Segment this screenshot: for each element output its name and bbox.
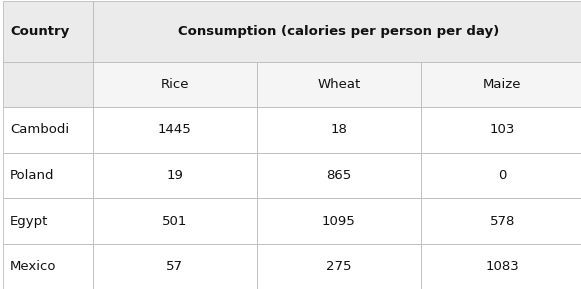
Bar (3, 107, 93, 153)
Text: Country: Country (10, 25, 69, 38)
Text: Maize: Maize (483, 78, 522, 91)
Bar (93, 244, 257, 289)
Text: Cambodi: Cambodi (10, 123, 69, 136)
Bar (93, 153, 257, 198)
Bar (93, 1, 581, 62)
Text: 1083: 1083 (485, 260, 519, 273)
Text: Mexico: Mexico (10, 260, 56, 273)
Bar (3, 62, 93, 107)
Bar (257, 244, 421, 289)
Text: Rice: Rice (160, 78, 189, 91)
Bar (257, 62, 421, 107)
Bar (421, 244, 581, 289)
Bar (421, 62, 581, 107)
Text: 19: 19 (166, 169, 184, 182)
Text: Consumption (calories per person per day): Consumption (calories per person per day… (178, 25, 499, 38)
Bar (421, 153, 581, 198)
Bar (257, 153, 421, 198)
Text: 18: 18 (330, 123, 347, 136)
Text: Wheat: Wheat (317, 78, 360, 91)
Bar (93, 107, 257, 153)
Text: 275: 275 (326, 260, 352, 273)
Bar (421, 107, 581, 153)
Text: Poland: Poland (10, 169, 55, 182)
Text: 0: 0 (498, 169, 507, 182)
Bar (3, 198, 93, 244)
Bar (3, 153, 93, 198)
Bar (257, 198, 421, 244)
Text: 578: 578 (490, 215, 515, 227)
Bar (93, 62, 257, 107)
Bar (93, 198, 257, 244)
Text: 501: 501 (162, 215, 188, 227)
Text: Egypt: Egypt (10, 215, 48, 227)
Text: 865: 865 (326, 169, 352, 182)
Bar (3, 244, 93, 289)
Text: 57: 57 (166, 260, 184, 273)
Text: 103: 103 (490, 123, 515, 136)
Bar (257, 107, 421, 153)
Bar (3, 1, 93, 62)
Text: 1445: 1445 (158, 123, 192, 136)
Text: 1095: 1095 (322, 215, 356, 227)
Bar (421, 198, 581, 244)
